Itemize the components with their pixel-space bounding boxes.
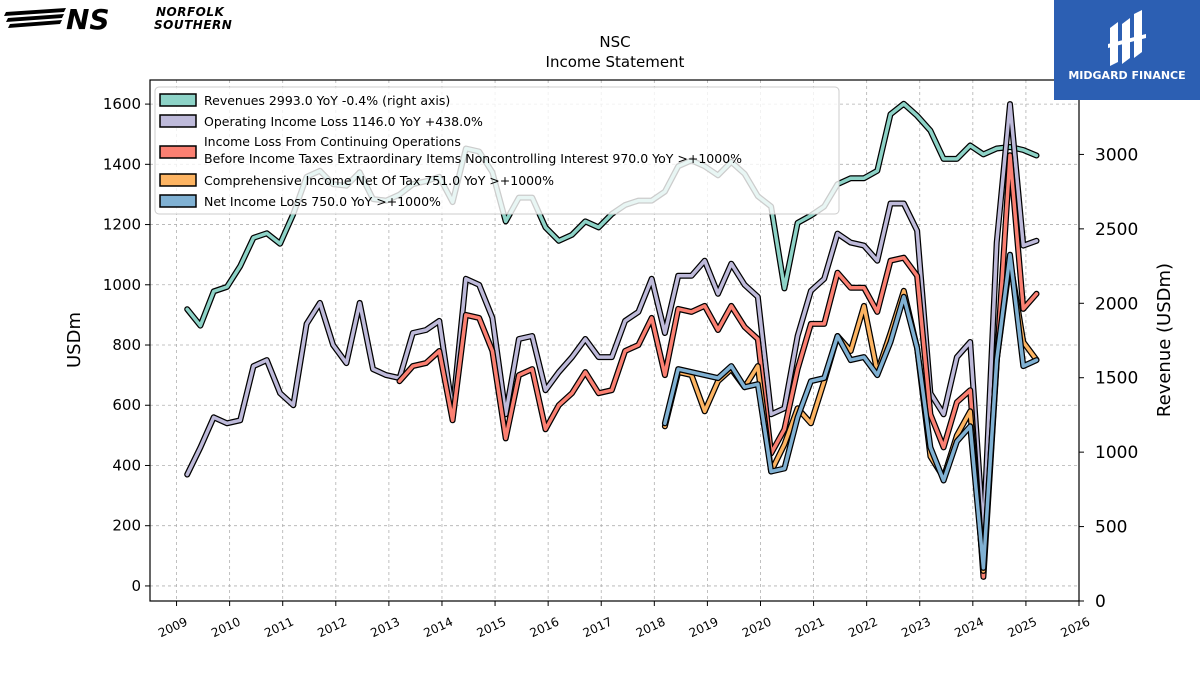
logo-mark: NS bbox=[66, 4, 110, 32]
legend-swatch bbox=[160, 115, 196, 127]
legend: Revenues 2993.0 YoY -0.4% (right axis) Op… bbox=[155, 87, 839, 214]
y-tick-label-left: 800 bbox=[112, 336, 141, 354]
x-tick-label: 2015 bbox=[475, 615, 509, 641]
y-tick-label-left: 600 bbox=[112, 396, 141, 414]
y-tick-label-left: 1000 bbox=[103, 276, 141, 294]
x-tick-label: 2025 bbox=[1005, 615, 1039, 641]
chart-title: NSC bbox=[599, 33, 630, 51]
x-tick-label: 2019 bbox=[687, 615, 721, 641]
legend-label: Revenues 2993.0 YoY -0.4% (right axis) bbox=[204, 93, 450, 108]
y-tick-label-left: 400 bbox=[112, 456, 141, 474]
x-tick-label: 2010 bbox=[209, 615, 243, 641]
legend-swatch bbox=[160, 146, 196, 158]
y-tick-label-right: 1000 bbox=[1095, 443, 1138, 463]
x-tick-label: 2011 bbox=[262, 615, 296, 641]
y-tick-label-right: 500 bbox=[1095, 518, 1127, 538]
y-tick-label-left: 1400 bbox=[103, 155, 141, 173]
brand-name-line2: SOUTHERN bbox=[154, 18, 232, 32]
legend-label: Net Income Loss 750.0 YoY >+1000% bbox=[204, 194, 441, 209]
logo-speed-lines-icon bbox=[4, 8, 66, 28]
y-tick-label-left: 1200 bbox=[103, 216, 141, 234]
x-tick-label: 2026 bbox=[1059, 615, 1093, 641]
x-tick-label: 2020 bbox=[740, 615, 774, 641]
x-tick-label: 2023 bbox=[899, 615, 933, 641]
watermark-badge: MIDGARD FINANCE bbox=[1054, 0, 1200, 100]
x-tick-label: 2009 bbox=[156, 615, 190, 641]
y-tick-label-right: 1500 bbox=[1095, 369, 1138, 389]
x-tick-label: 2014 bbox=[421, 615, 455, 641]
midgard-logo-icon bbox=[1104, 8, 1150, 68]
x-tick-label: 2021 bbox=[793, 615, 827, 641]
norfolk-southern-logo: NS NORFOLK SOUTHERN bbox=[4, 4, 264, 32]
x-tick-label: 2016 bbox=[528, 615, 562, 641]
x-tick-label: 2013 bbox=[368, 615, 402, 641]
x-tick-label: 2018 bbox=[634, 615, 668, 641]
x-tick-label: 2022 bbox=[846, 615, 880, 641]
series-4 bbox=[665, 255, 1037, 568]
y-tick-label-right: 2500 bbox=[1095, 220, 1138, 240]
y-tick-label-right: 2000 bbox=[1095, 294, 1138, 314]
series-line bbox=[665, 255, 1037, 568]
x-tick-label: 2017 bbox=[581, 615, 615, 641]
brand-name-line1: NORFOLK bbox=[156, 5, 226, 19]
y-axis-label-left: USDm bbox=[64, 312, 85, 368]
legend-swatch bbox=[160, 94, 196, 106]
y-tick-label-left: 200 bbox=[112, 517, 141, 535]
x-tick-label: 2012 bbox=[315, 615, 349, 641]
legend-swatch bbox=[160, 174, 196, 186]
legend-swatch bbox=[160, 195, 196, 207]
legend-label: Comprehensive Income Net Of Tax 751.0 Yo… bbox=[204, 173, 554, 188]
chart-subtitle: Income Statement bbox=[546, 53, 685, 71]
x-tick-label: 2024 bbox=[952, 615, 986, 641]
y-axis-label-right: Revenue (USDm) bbox=[1154, 263, 1175, 417]
y-tick-label-left: 0 bbox=[131, 577, 141, 595]
y-tick-label-right: 3000 bbox=[1095, 145, 1138, 165]
y-tick-label-left: 1600 bbox=[103, 95, 141, 113]
y-tick-label-right: 0 bbox=[1095, 592, 1106, 612]
watermark-text: MIDGARD FINANCE bbox=[1054, 69, 1200, 82]
legend-label: Operating Income Loss 1146.0 YoY +438.0% bbox=[204, 114, 483, 129]
